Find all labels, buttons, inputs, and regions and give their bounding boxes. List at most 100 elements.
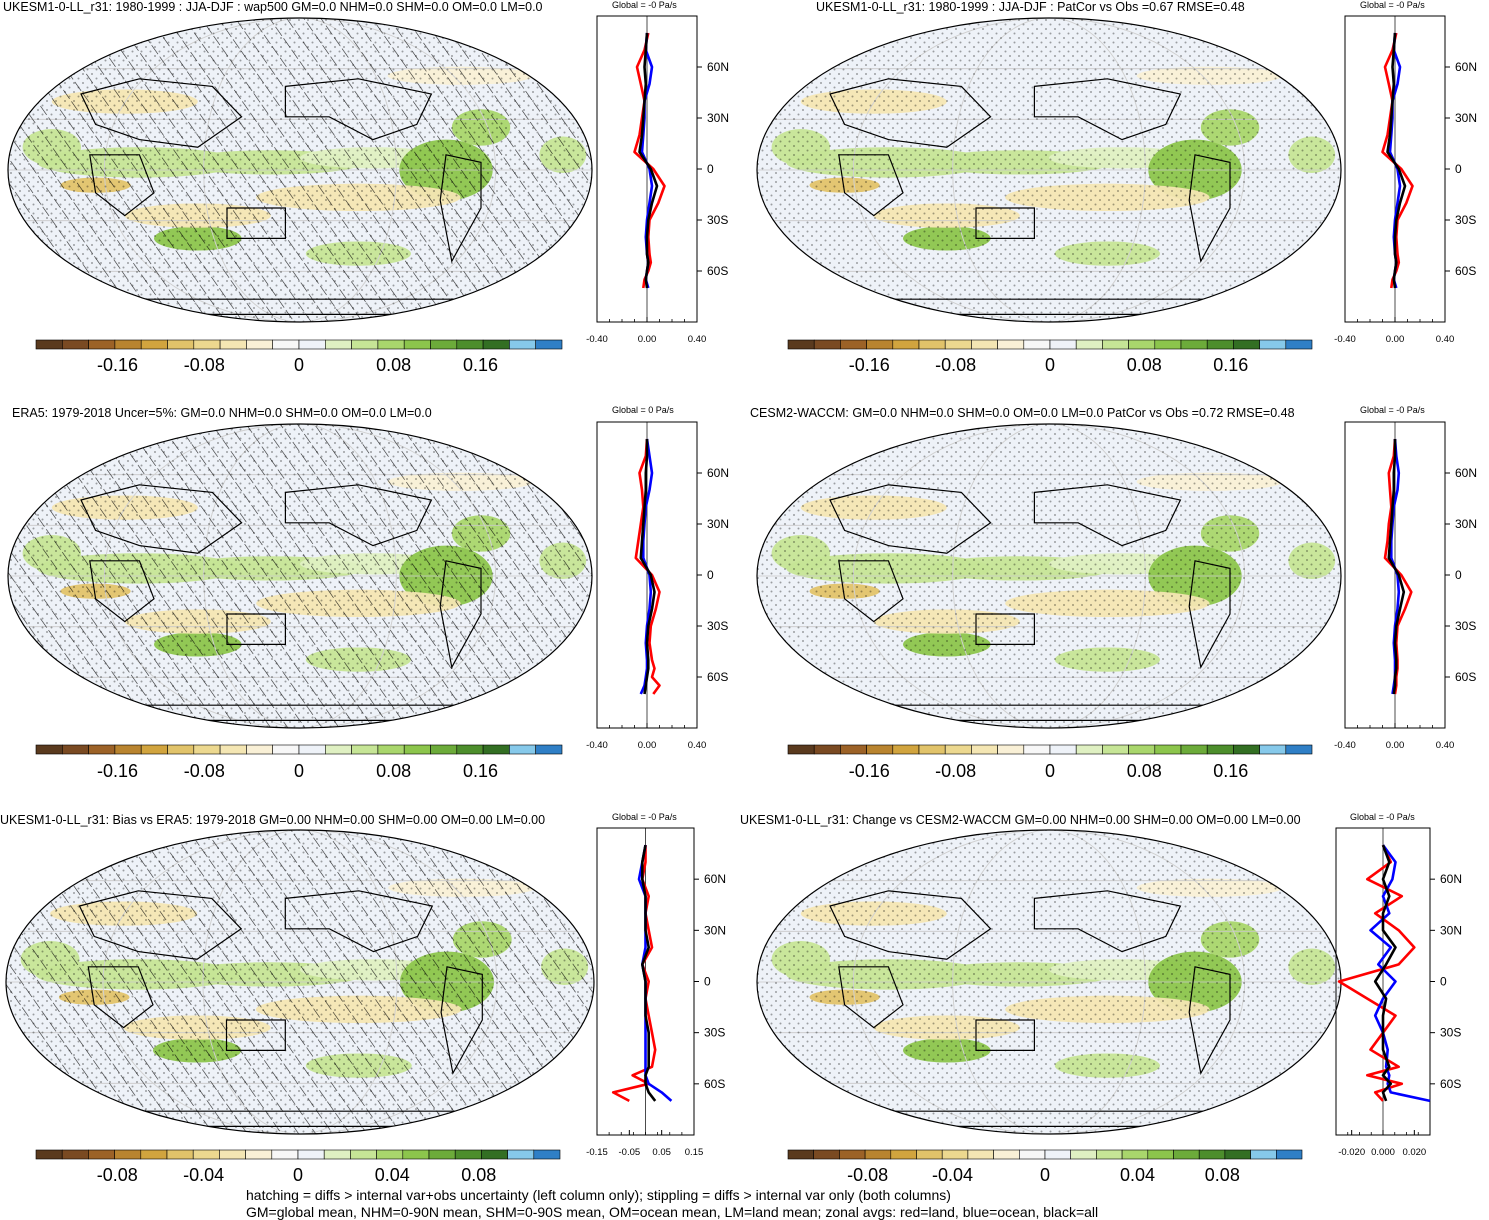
colorbar-label: 0.08	[376, 355, 411, 375]
lat-tick-label: 30S	[1455, 213, 1476, 227]
lat-tick-label: 60N	[707, 466, 729, 480]
colorbar-swatch	[403, 744, 431, 755]
colorbar-swatch	[350, 1149, 377, 1160]
zonal-1-title: Global = -0 Pa/s	[612, 0, 677, 10]
lat-tick-label: 0	[1440, 975, 1447, 989]
colorbar-swatch	[482, 339, 510, 350]
colorbar-swatch	[813, 339, 841, 350]
zonal-mean-plot-3: 60N 30N 0 30S 60S -0.40 0.00 0.40	[586, 421, 729, 751]
panel-4-title: CESM2-WACCM: GM=0.0 NHM=0.0 SHM=0.0 OM=0…	[750, 406, 1295, 420]
colorbar-swatch	[88, 1149, 115, 1160]
lat-tick-label: 0	[1455, 162, 1462, 176]
colorbar-swatch	[88, 744, 116, 755]
zonal-2-title: Global = -0 Pa/s	[1360, 0, 1425, 10]
colorbar-swatch	[890, 1149, 917, 1160]
colorbar-5: -0.08 -0.04 0 0.04 0.08	[35, 1149, 561, 1185]
colorbar-swatch	[88, 339, 116, 350]
colorbar-swatch	[1285, 744, 1313, 755]
colorbar-swatch	[114, 744, 142, 755]
colorbar-swatch	[61, 744, 89, 755]
colorbar-label: 0.04	[375, 1165, 410, 1185]
map-panel-1	[7, 17, 593, 323]
lat-tick-label: 30N	[1455, 111, 1477, 125]
map-panel-4	[756, 423, 1342, 729]
colorbar-swatch	[1075, 744, 1103, 755]
x-tick-label: 0.05	[652, 1147, 671, 1158]
colorbar-swatch	[918, 339, 946, 350]
x-tick-label: 0.15	[685, 1147, 704, 1158]
zonal-mean-plot-5: 60N 30N 0 30S 60S -0.15 -0.05 0.05 0.15	[586, 827, 726, 1158]
colorbar-swatch	[1285, 339, 1313, 350]
colorbar-swatch	[1147, 1149, 1174, 1160]
x-tick-label: 0.00	[638, 740, 657, 751]
colorbar-label: -0.08	[184, 761, 225, 781]
colorbar-swatch	[114, 1149, 142, 1160]
colorbar-label: -0.04	[183, 1165, 224, 1185]
colorbar-swatch	[787, 339, 815, 350]
x-tick-label: 0.40	[688, 740, 707, 751]
colorbar-swatch	[428, 1149, 456, 1160]
colorbar-swatch	[1121, 1149, 1149, 1160]
panel-6: 60N 30N 0 30S 60S -0.020 0.000 0.020 -0.08 -0.04 0…	[756, 827, 1462, 1185]
colorbar-6: -0.08 -0.04 0 0.04 0.08	[787, 1149, 1303, 1185]
x-tick-label: 0.40	[1436, 334, 1455, 345]
colorbar-swatch	[1075, 339, 1103, 350]
colorbar-label: -0.08	[97, 1165, 138, 1185]
colorbar-swatch	[997, 339, 1025, 350]
colorbar-swatch	[377, 339, 405, 350]
colorbar-swatch	[35, 1149, 63, 1160]
colorbar-swatch	[918, 744, 946, 755]
colorbar-swatch	[892, 744, 920, 755]
colorbar-swatch	[1096, 1149, 1123, 1160]
zonal-5-title: Global = -0 Pa/s	[612, 812, 677, 822]
x-tick-label: 0.00	[1386, 740, 1405, 751]
colorbar-swatch	[997, 744, 1025, 755]
lat-tick-label: 0	[1455, 568, 1462, 582]
colorbar-label: 0.16	[463, 355, 498, 375]
colorbar-swatch	[376, 1149, 404, 1160]
colorbar-label: -0.16	[97, 355, 138, 375]
lat-tick-label: 60N	[704, 872, 726, 886]
footer-hatching-note: hatching = diffs > internal var+obs unce…	[246, 1187, 951, 1203]
colorbar-swatch	[35, 744, 63, 755]
zonal-6-title: Global = -0 Pa/s	[1350, 812, 1415, 822]
colorbar-swatch	[245, 1149, 273, 1160]
lat-tick-label: 30N	[707, 517, 729, 531]
x-tick-label: -0.020	[1338, 1147, 1365, 1158]
colorbar-swatch	[507, 1149, 535, 1160]
zonal-series-land	[611, 845, 657, 1103]
stippling-overlay	[757, 830, 1341, 1134]
colorbar-label: -0.08	[935, 355, 976, 375]
colorbar-1: -0.16 -0.08 0 0.08 0.16	[35, 339, 563, 375]
panel-5-title: UKESM1-0-LL_r31: Bias vs ERA5: 1979-2018…	[0, 813, 546, 827]
lat-tick-label: 60S	[707, 264, 728, 278]
colorbar-swatch	[993, 1149, 1020, 1160]
colorbar-label: 0	[1040, 1165, 1050, 1185]
colorbar-swatch	[1250, 1149, 1277, 1160]
colorbar-swatch	[430, 744, 458, 755]
x-tick-label: 0.000	[1371, 1147, 1395, 1158]
colorbar-swatch	[481, 1149, 508, 1160]
colorbar-swatch	[1102, 339, 1129, 350]
colorbar-swatch	[967, 1149, 994, 1160]
x-tick-label: -0.40	[586, 334, 608, 345]
lat-tick-label: 30N	[1440, 923, 1462, 937]
colorbar-swatch	[892, 339, 920, 350]
colorbar-label: 0.08	[461, 1165, 496, 1185]
colorbar-swatch	[1180, 744, 1208, 755]
lat-tick-label: 30S	[704, 1026, 725, 1040]
stippling-overlay	[757, 18, 1341, 322]
panel-3-title: ERA5: 1979-2018 Uncer=5%: GM=0.0 NHM=0.0…	[12, 406, 432, 420]
colorbar-swatch	[1198, 1149, 1226, 1160]
zonal-mean-plot-2: 60N 30N 0 30S 60S -0.40 0.00 0.40	[1334, 15, 1477, 345]
lat-tick-label: 60S	[707, 670, 728, 684]
colorbar-swatch	[1206, 339, 1234, 350]
colorbar-swatch	[271, 1149, 299, 1160]
lat-tick-label: 0	[704, 975, 711, 989]
colorbar-label: 0	[1045, 761, 1055, 781]
colorbar-swatch	[1049, 744, 1077, 755]
map-border	[5, 829, 595, 1135]
stippling-overlay	[757, 424, 1341, 728]
colorbar-swatch	[1049, 339, 1077, 350]
